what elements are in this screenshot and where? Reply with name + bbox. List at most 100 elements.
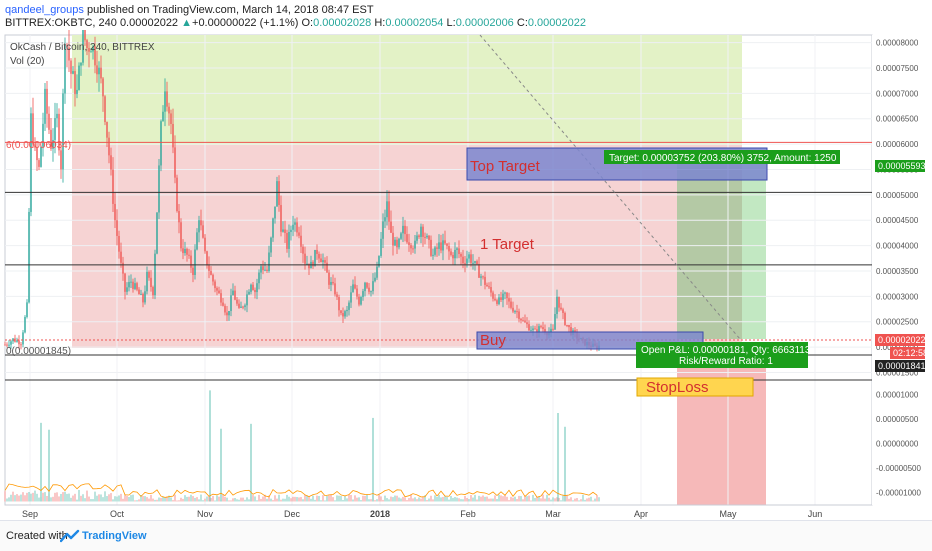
volume-bar — [52, 496, 54, 502]
candle-body — [132, 281, 134, 289]
volume-bar — [174, 494, 176, 502]
volume-bar — [318, 495, 320, 502]
volume-bar — [420, 498, 422, 502]
candle-body — [510, 301, 512, 308]
volume-bar — [432, 499, 434, 502]
candle-body — [382, 221, 384, 239]
volume-bar — [468, 499, 470, 502]
volume-bar — [352, 499, 354, 502]
tradingview-brand[interactable]: TradingView — [82, 530, 147, 542]
candle-body — [10, 341, 12, 345]
candle-body — [44, 88, 46, 124]
volume-bar — [292, 496, 294, 502]
volume-bar — [500, 495, 502, 502]
candle-body — [20, 344, 22, 346]
time-axis[interactable]: Sep Oct Nov Dec 2018 Feb Mar Apr May Jun — [5, 504, 872, 519]
volume-bar — [510, 496, 512, 502]
candle-body — [344, 311, 346, 317]
candle-body — [332, 281, 334, 284]
stop-price-badge-text: 0.00001841 — [878, 361, 926, 371]
candle-body — [348, 302, 350, 310]
volume-bar — [424, 495, 426, 502]
candle-body — [306, 263, 308, 265]
stoploss-box[interactable] — [636, 377, 754, 397]
candle-body — [446, 243, 448, 246]
candle-body — [532, 328, 534, 331]
volume-tick-label: -0.00000500 — [876, 464, 921, 473]
candle-body — [346, 309, 348, 312]
candle-body — [426, 235, 428, 238]
candle-body — [24, 316, 26, 333]
target-badge-text: Target: 0.00003752 (203.80%) 3752, Amoun… — [609, 153, 837, 164]
volume-bar — [158, 497, 160, 502]
time-tick-label: Apr — [634, 509, 648, 519]
candle-body — [270, 237, 272, 253]
candle-body — [322, 260, 324, 263]
candle-body — [302, 246, 304, 254]
volume-bar — [502, 496, 504, 502]
volume-bar — [458, 498, 460, 502]
volume-bar — [254, 496, 256, 502]
volume-bar — [86, 490, 88, 502]
candle-body — [84, 30, 86, 41]
volume-bar — [28, 491, 30, 502]
volume-bar — [274, 495, 276, 502]
volume-bar — [74, 493, 76, 502]
candle-body — [464, 263, 466, 265]
volume-bar — [216, 495, 218, 502]
candle-body — [486, 284, 488, 287]
volume-bar — [350, 494, 352, 502]
candle-body — [100, 67, 102, 79]
candle-body — [550, 328, 552, 333]
price-axis[interactable]: 0.00008000 0.00007500 0.00007000 0.00006500… — [872, 35, 932, 505]
volume-bar — [454, 497, 456, 502]
candle-body — [534, 328, 536, 330]
volume-bar — [140, 495, 142, 502]
volume-bar — [406, 500, 408, 502]
volume-bar — [170, 497, 172, 502]
candle-body — [350, 292, 352, 303]
candle-body — [364, 282, 366, 292]
volume-bar — [114, 496, 116, 502]
candle-body — [228, 310, 230, 316]
volume-bar — [384, 495, 386, 502]
volume-bar — [8, 497, 10, 502]
volume-bar — [138, 499, 140, 502]
candle-body — [436, 247, 438, 249]
volume-bar — [364, 495, 366, 502]
volume-bar — [568, 498, 570, 502]
author-link[interactable]: qandeel_groups — [5, 4, 84, 16]
volume-bar — [336, 495, 338, 502]
footer: Created with TradingView — [0, 520, 932, 551]
candle-body — [340, 310, 342, 314]
candle-body — [244, 305, 246, 307]
candle-body — [512, 307, 514, 312]
candle-body — [92, 46, 94, 52]
volume-bar — [282, 498, 284, 502]
candle-body — [392, 232, 394, 246]
volume-bar — [98, 494, 100, 502]
candle-body — [354, 284, 356, 289]
time-tick-label: Oct — [110, 509, 125, 519]
volume-bar — [362, 495, 364, 502]
pnl-badge — [636, 342, 808, 368]
volume-bar — [370, 499, 372, 502]
candle-body — [528, 324, 530, 331]
volume-bar — [558, 497, 560, 502]
volume-bar — [130, 495, 132, 502]
volume-bar — [4, 491, 6, 502]
chart-svg[interactable]: 6(0.00006034) 0(0.00001845) OkCash / Bit… — [0, 30, 932, 520]
candle-body — [198, 220, 200, 233]
candle-body — [308, 263, 310, 269]
candle-body — [220, 293, 222, 303]
time-tick-label: Dec — [284, 509, 301, 519]
candle-body — [390, 221, 392, 233]
volume-bar — [242, 497, 244, 502]
candle-body — [370, 291, 372, 293]
trend-line — [479, 34, 741, 340]
target-badge — [604, 150, 840, 164]
volume-bar — [578, 500, 580, 502]
candle-body — [468, 254, 470, 259]
volume-bar — [246, 497, 248, 502]
tradingview-logo-icon[interactable] — [60, 529, 80, 543]
